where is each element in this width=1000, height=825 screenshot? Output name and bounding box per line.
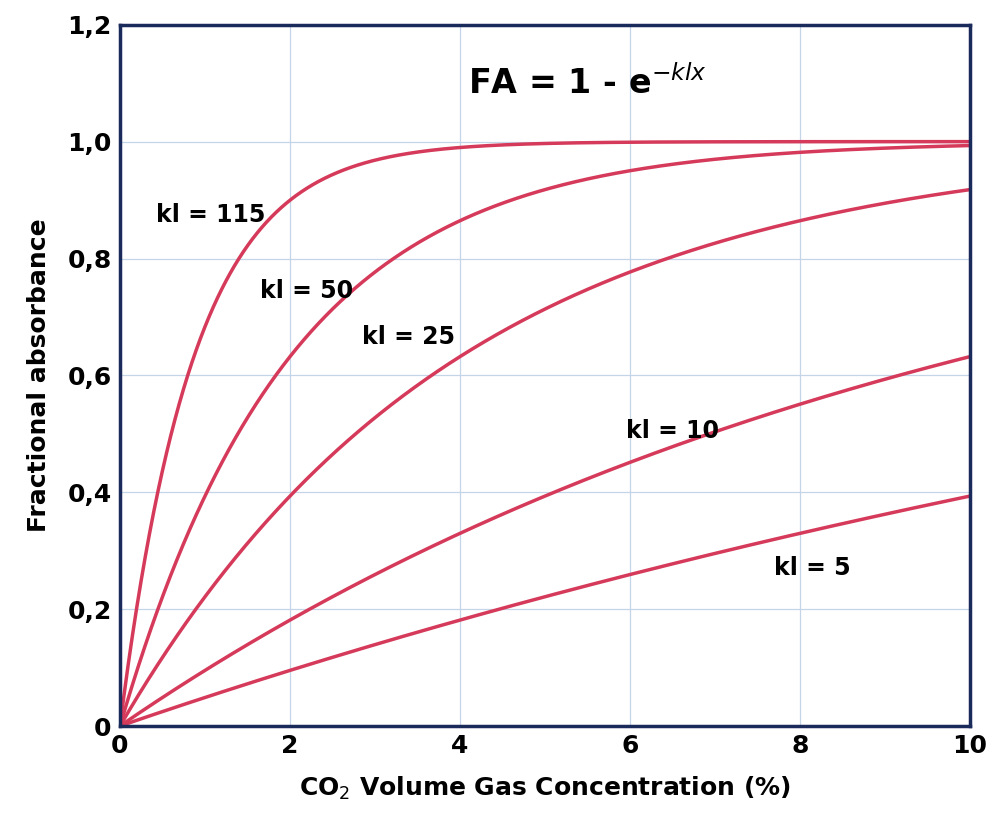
Text: kl = 50: kl = 50: [260, 279, 353, 303]
Text: kl = 5: kl = 5: [774, 556, 851, 580]
Text: kl = 25: kl = 25: [362, 325, 455, 350]
X-axis label: CO$_2$ Volume Gas Concentration (%): CO$_2$ Volume Gas Concentration (%): [299, 775, 791, 802]
Text: kl = 10: kl = 10: [626, 419, 719, 443]
Y-axis label: Fractional absorbance: Fractional absorbance: [27, 219, 51, 532]
Text: FA = 1 - e$^{-klx}$: FA = 1 - e$^{-klx}$: [468, 65, 707, 101]
Text: kl = 115: kl = 115: [156, 203, 265, 227]
